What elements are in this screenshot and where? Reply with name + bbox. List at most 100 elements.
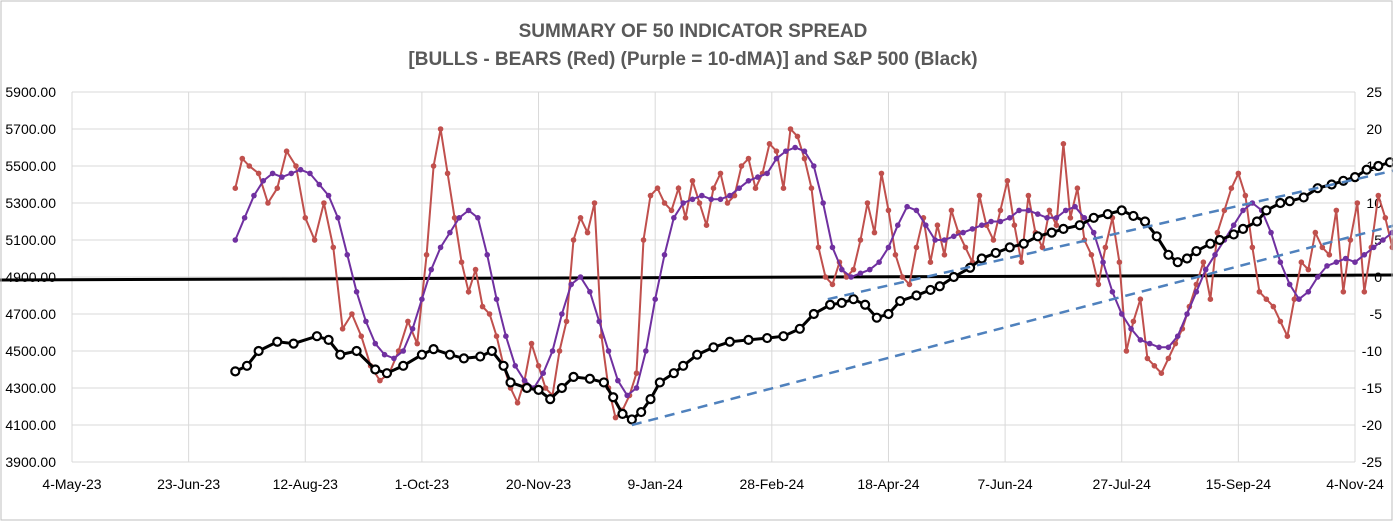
ten-dma-point (335, 215, 341, 221)
bulls-bears-point (780, 185, 787, 191)
right-axis-tick-label: -5 (1370, 306, 1383, 322)
left-axis-tick-label: 4300.00 (5, 380, 56, 396)
sp500-point (1349, 172, 1361, 183)
bulls-bears-point (878, 170, 885, 177)
ten-dma-point (1118, 311, 1125, 317)
ten-dma-point (764, 170, 770, 177)
ten-dma-point (643, 348, 649, 354)
ten-dma-point (344, 252, 351, 258)
zero-reference-line (0, 273, 1393, 282)
bulls-bears-point (405, 318, 411, 325)
bulls-bears-point (710, 185, 717, 191)
bulls-bears-point (717, 170, 724, 177)
bulls-bears-point (1263, 296, 1270, 303)
sp500-point (708, 342, 719, 353)
bulls-bears-point (1046, 207, 1053, 214)
sp500-point (678, 360, 689, 371)
bulls-bears-point (1256, 289, 1263, 295)
left-axis-tick-label: 5100.00 (5, 232, 56, 248)
bulls-bears-point (535, 363, 542, 369)
ten-dma-point (727, 192, 733, 199)
bulls-bears-point (274, 185, 281, 191)
bulls-bears-point (339, 326, 346, 332)
sp500-point (617, 408, 628, 419)
bulls-bears-point (423, 252, 430, 258)
left-axis-tick-label: 5500.00 (5, 158, 56, 174)
bulls-bears-point (976, 192, 983, 199)
bulls-bears-point (1053, 222, 1060, 228)
bulls-bears-point (265, 200, 271, 206)
bulls-bears-point (591, 200, 598, 206)
sp500-point (990, 247, 1001, 259)
sp500-point (323, 334, 334, 345)
ten-dma-point (708, 196, 714, 203)
sp500-series (230, 157, 1393, 425)
sp500-point (1046, 227, 1057, 238)
bulls-bears-point (1291, 296, 1298, 303)
ten-dma-point (904, 203, 910, 210)
bulls-bears-point (584, 229, 591, 236)
bulls-bears-point (703, 222, 710, 228)
ten-dma-point (876, 259, 882, 266)
ten-dma-point (297, 166, 304, 173)
sp500-point (288, 338, 299, 349)
sp500-point (444, 349, 456, 360)
bulls-bears-point (948, 207, 955, 214)
ten-dma-point (1202, 266, 1209, 273)
sp500-point (598, 377, 609, 388)
sp500-point (848, 294, 859, 305)
ten-dma-point (559, 311, 565, 317)
bulls-bears-point (696, 200, 703, 206)
ten-dma-point (1314, 274, 1321, 280)
bulls-bears-point (377, 377, 383, 384)
bulls-bears-point (829, 281, 836, 288)
ten-dma-point (456, 215, 463, 221)
bulls-bears-point (330, 244, 337, 251)
bulls-bears-point (1382, 215, 1389, 221)
sp500-point (398, 360, 409, 371)
sp500-point (1139, 216, 1151, 227)
ten-dma-point (661, 252, 668, 258)
ten-dma-point (1212, 252, 1218, 258)
ten-dma-point (1296, 296, 1302, 303)
bulls-bears-point (1137, 296, 1144, 303)
bulls-bears-point (1277, 318, 1284, 325)
sp500-point (351, 345, 362, 357)
right-axis-tick-label: -20 (1362, 417, 1382, 433)
ten-dma-point (820, 200, 826, 206)
sp500-point (1074, 220, 1085, 231)
lower-trend-line (631, 224, 1393, 427)
ten-dma-point (829, 244, 836, 251)
bulls-bears-point (1270, 303, 1277, 310)
sp500-point (1116, 205, 1127, 216)
ten-dma-point (1240, 207, 1246, 214)
bulls-bears-point (1025, 192, 1032, 199)
sp500-point (645, 394, 656, 405)
bulls-bears-point (528, 340, 535, 347)
left-axis-tick-label: 4900.00 (5, 269, 56, 285)
sp500-point (1058, 223, 1069, 234)
ten-dma-point (1044, 215, 1050, 221)
sp500-point (1214, 234, 1225, 246)
left-axis-ticks: 3900.00 4100.00 4300.00 4500.00 4700.00 4900.… (5, 84, 56, 470)
sp500-point (895, 295, 906, 307)
bulls-bears-point (633, 370, 640, 377)
sp500-point (1151, 231, 1162, 242)
lower-trend-series (631, 224, 1393, 427)
upper-trend-series (827, 169, 1393, 301)
ten-dma-point (260, 178, 267, 184)
bulls-bears-point (864, 200, 871, 206)
ten-dma-point (241, 215, 248, 221)
ten-dma-point (736, 185, 742, 191)
bulls-bears-point (745, 155, 752, 162)
bulls-bears-point (675, 185, 682, 191)
sp500-point (416, 349, 428, 360)
bulls-bears-point (472, 266, 479, 273)
ten-dma-point (1025, 207, 1032, 214)
bulls-bears-point (1158, 370, 1165, 377)
sp500-point (743, 334, 754, 345)
bulls-bears-point (752, 185, 759, 191)
ten-dma-point (1165, 344, 1172, 351)
bulls-bears-point (232, 185, 239, 191)
